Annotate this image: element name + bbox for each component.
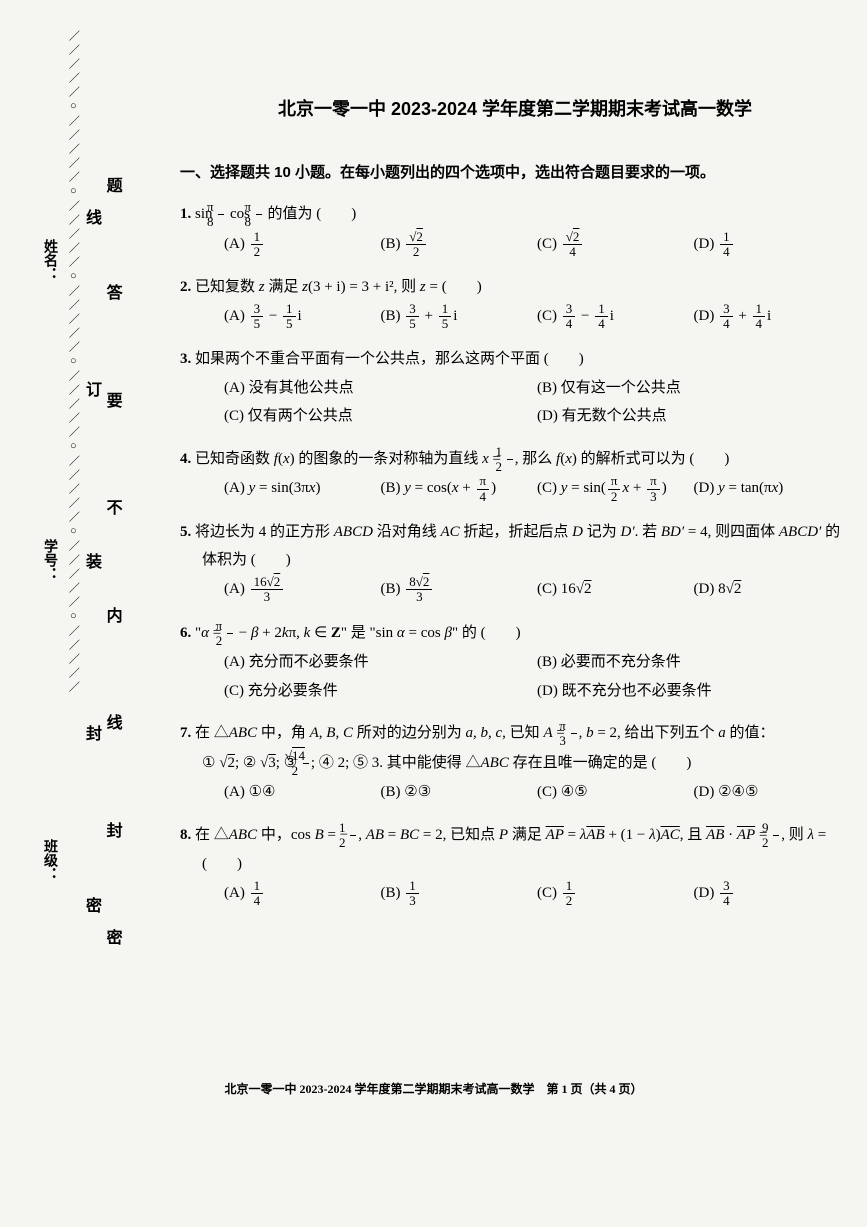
question: 5. 将边长为 4 的正方形 ABCD 沿对角线 AC 折起，折起后点 D 记为… xyxy=(180,518,850,605)
choice: (C) 34 − 14i xyxy=(537,302,694,332)
choice-row: (A) 12(B) √22(C) √24(D) 14 xyxy=(202,230,850,260)
choice: (A) ①④ xyxy=(224,778,381,807)
choice: (C) ④⑤ xyxy=(537,778,694,807)
question: 4. 已知奇函数 f(x) 的图象的一条对称轴为直线 x = 12, 那么 f(… xyxy=(180,445,850,504)
exam-content: 北京一零一中 2023-2024 学年度第二学期期末考试高一数学 一、选择题共 … xyxy=(180,95,850,923)
choice: (B) 35 + 15i xyxy=(381,302,538,332)
seal-line-chars-outer: 线 订 装 封 密 xyxy=(84,30,105,1090)
choice-row: (A) 35 − 15i(B) 35 + 15i(C) 34 − 14i(D) … xyxy=(202,302,850,332)
name-label: 姓名： xyxy=(39,239,59,281)
fold-line-outer: ／／／／／○／／／／／○／／／／／○／／／／／○／／／／／○／／／／／○／／／／… xyxy=(63,30,84,1090)
choice: (D) 34 + 14i xyxy=(694,302,851,332)
class-label: 班级： xyxy=(39,839,59,881)
choice: (D) 34 xyxy=(694,879,851,909)
choice: (A) 16√23 xyxy=(224,575,381,605)
choice: (A) y = sin(3πx) xyxy=(224,474,381,504)
binding-margin: 姓名： 学号： 班级： ／／／／／○／／／／／○／／／／／○／／／／／○／／／／… xyxy=(35,30,125,1090)
choice: (D) 既不充分也不必要条件 xyxy=(537,677,850,706)
student-id-label: 学号： xyxy=(39,539,59,581)
choice: (B) 8√23 xyxy=(381,575,538,605)
seal-line-chars-inner: 题 答 要 不 内 线 封 密 xyxy=(104,30,125,1090)
question: 8. 在 △ABC 中，cos B = −12, AB = BC = 2, 已知… xyxy=(180,821,850,909)
question: 6. "α = π2 − β + 2kπ, k ∈ Z" 是 "sin α = … xyxy=(180,619,850,706)
choice: (C) 16√2 xyxy=(537,575,694,605)
choice: (D) 有无数个公共点 xyxy=(537,402,850,431)
section-heading: 一、选择题共 10 小题。在每小题列出的四个选项中，选出符合题目要求的一项。 xyxy=(180,161,850,182)
student-info-labels: 姓名： 学号： 班级： xyxy=(35,30,63,1090)
choice: (B) ②③ xyxy=(381,778,538,807)
choice-row: (A) 14(B) 13(C) 12(D) 34 xyxy=(202,879,850,909)
choice: (C) 仅有两个公共点 xyxy=(224,402,537,431)
choice: (A) 充分而不必要条件 xyxy=(224,648,537,677)
page-footer: 北京一零一中 2023-2024 学年度第二学期期末考试高一数学 第 1 页（共… xyxy=(0,1080,867,1097)
choice: (B) 仅有这一个公共点 xyxy=(537,374,850,403)
choice: (D) ②④⑤ xyxy=(694,778,851,807)
question: 3. 如果两个不重合平面有一个公共点，那么这两个平面 ( )(A) 没有其他公共… xyxy=(180,345,850,431)
choice-row: (A) 没有其他公共点(B) 仅有这一个公共点(C) 仅有两个公共点(D) 有无… xyxy=(202,374,850,431)
choice: (A) 12 xyxy=(224,230,381,260)
choice-row: (A) y = sin(3πx)(B) y = cos(x + π4)(C) y… xyxy=(202,474,850,504)
question: 1. sin π8 cos π8 的值为 ( )(A) 12(B) √22(C)… xyxy=(180,200,850,259)
choice-row: (A) 充分而不必要条件(B) 必要而不充分条件(C) 充分必要条件(D) 既不… xyxy=(202,648,850,705)
choice: (B) y = cos(x + π4) xyxy=(381,474,538,504)
choice: (C) √24 xyxy=(537,230,694,260)
choice: (C) y = sin(π2x + π3) xyxy=(537,474,694,504)
choice: (B) 必要而不充分条件 xyxy=(537,648,850,677)
choice: (D) 8√2 xyxy=(694,575,851,605)
choice: (D) 14 xyxy=(694,230,851,260)
question-list: 1. sin π8 cos π8 的值为 ( )(A) 12(B) √22(C)… xyxy=(180,200,850,909)
choice: (A) 14 xyxy=(224,879,381,909)
page-title: 北京一零一中 2023-2024 学年度第二学期期末考试高一数学 xyxy=(180,95,850,121)
choice: (B) √22 xyxy=(381,230,538,260)
question: 2. 已知复数 z 满足 z(3 + i) = 3 + i², 则 z = ( … xyxy=(180,273,850,331)
choice: (D) y = tan(πx) xyxy=(694,474,851,504)
choice: (C) 12 xyxy=(537,879,694,909)
choice-row: (A) 16√23(B) 8√23(C) 16√2(D) 8√2 xyxy=(202,575,850,605)
choice-row: (A) ①④(B) ②③(C) ④⑤(D) ②④⑤ xyxy=(202,778,850,807)
choice: (B) 13 xyxy=(381,879,538,909)
choice: (A) 35 − 15i xyxy=(224,302,381,332)
choice: (A) 没有其他公共点 xyxy=(224,374,537,403)
choice: (C) 充分必要条件 xyxy=(224,677,537,706)
question: 7. 在 △ABC 中，角 A, B, C 所对的边分别为 a, b, c, 已… xyxy=(180,719,850,807)
